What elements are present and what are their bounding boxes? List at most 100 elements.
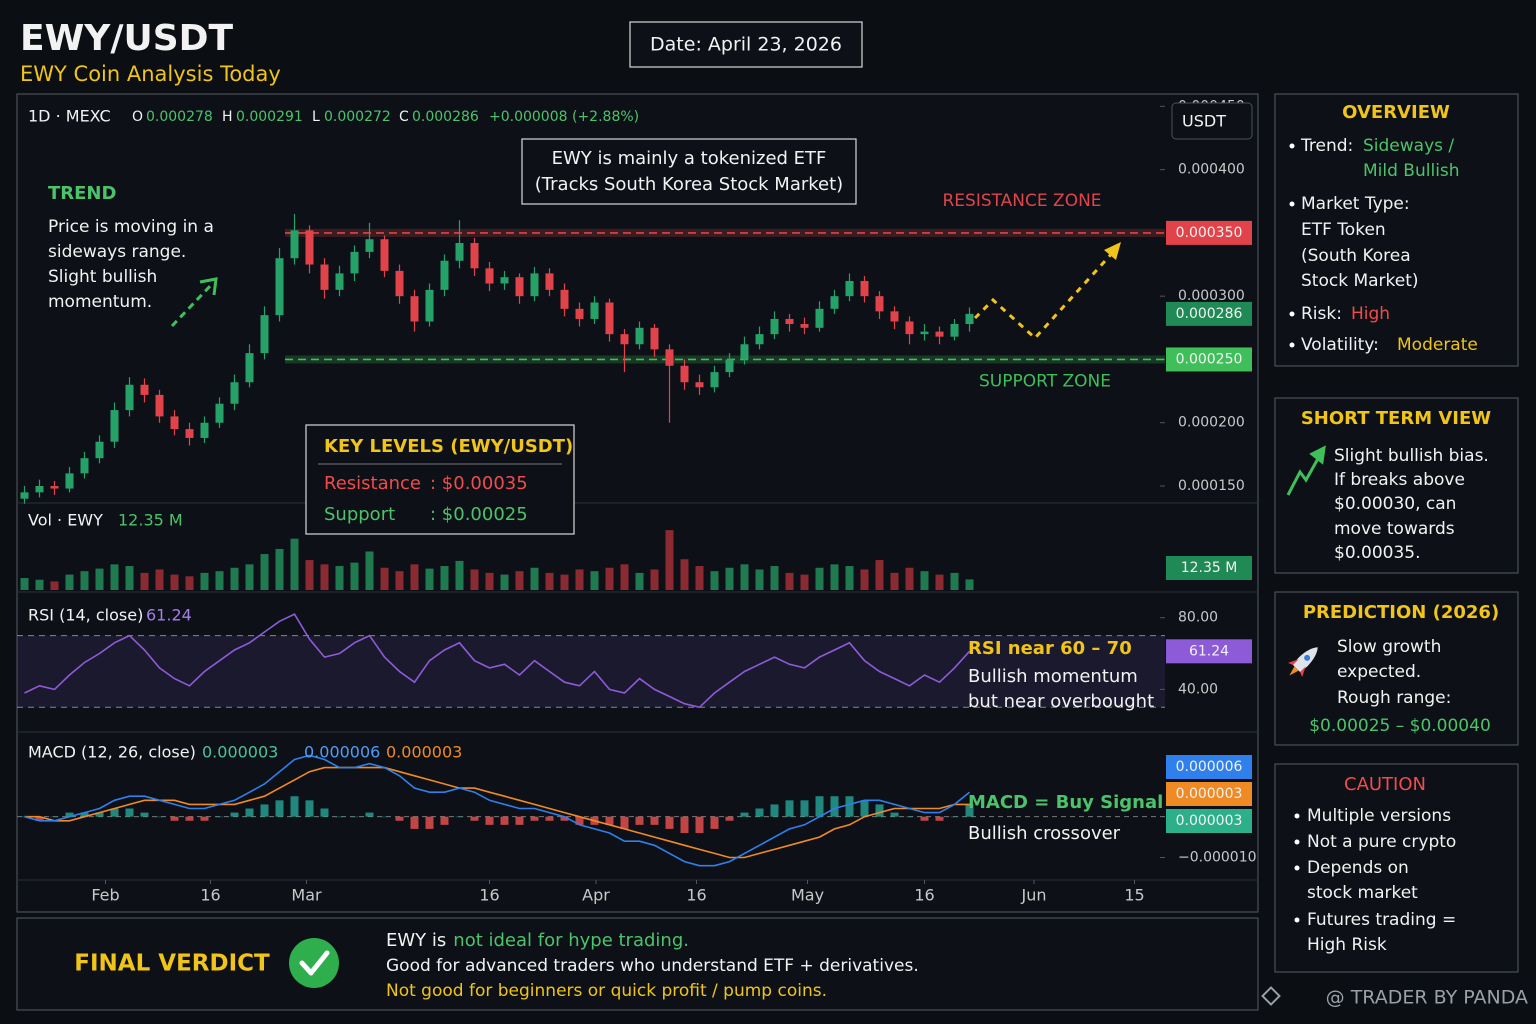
histogram-bar <box>470 816 479 821</box>
volume-bar <box>770 566 779 590</box>
short-term-text: move towards <box>1334 519 1455 539</box>
bullet <box>1294 839 1300 845</box>
histogram-bar <box>485 816 494 825</box>
candle-body <box>425 289 434 322</box>
candle-body <box>950 324 959 337</box>
verdict-box <box>16 917 1259 1011</box>
x-tick-label: Jun <box>1021 886 1047 905</box>
etf-box <box>521 138 857 205</box>
y-tick-label: 80.00 <box>1178 610 1218 626</box>
candle-body <box>965 313 974 325</box>
y-tick-label: 0.000200 <box>1178 415 1245 431</box>
last-price-badge-label: 0.000286 <box>1176 306 1243 322</box>
volume-bar <box>440 566 449 590</box>
check-icon <box>289 938 339 988</box>
overview-label: Market Type: <box>1301 194 1410 214</box>
histogram-bar <box>830 796 839 817</box>
candle-body <box>95 441 104 459</box>
histogram-bar <box>500 816 509 825</box>
volume-bar <box>695 566 704 590</box>
histogram-bar <box>380 816 389 818</box>
y-tick-label: 0.000150 <box>1178 478 1245 494</box>
histogram-bar <box>365 812 374 817</box>
histogram-bar <box>95 812 104 817</box>
candle-body <box>650 327 659 350</box>
overview-value: ETF Token <box>1301 220 1386 240</box>
candle-body <box>695 382 704 388</box>
short-term-text: Slight bullish bias. <box>1334 446 1489 466</box>
volume-bar <box>740 564 749 590</box>
arrow-line <box>1286 454 1322 496</box>
candle-body <box>590 302 599 319</box>
zone-band <box>285 355 1165 364</box>
rsi-line <box>24 613 971 709</box>
rocket-window <box>1304 654 1311 661</box>
volume-bar <box>545 572 554 590</box>
volume-bar <box>110 564 119 590</box>
verdict-text: EWY is <box>386 930 446 951</box>
x-tick-label: 15 <box>1124 886 1144 905</box>
short-term-title: SHORT TERM VIEW <box>1301 408 1491 429</box>
candle-body <box>320 264 329 290</box>
candle-body <box>875 296 884 312</box>
macd-note: MACD = Buy Signal <box>968 792 1163 813</box>
currency[interactable]: USDT <box>1182 112 1226 131</box>
volume-bar <box>260 554 269 590</box>
histogram-bar <box>260 804 269 817</box>
prediction-range: $0.00025 – $0.00040 <box>1309 716 1491 736</box>
volume-badge <box>1166 556 1252 580</box>
overview-label: Risk: <box>1301 304 1342 324</box>
candle-body <box>140 384 149 395</box>
macd-signal-last: 0.000003 <box>386 743 462 762</box>
candle-body <box>845 280 854 297</box>
x-tick-label: 16 <box>686 886 706 905</box>
candle-body <box>260 315 269 354</box>
currency-button[interactable] <box>1171 102 1253 140</box>
overview-value: Sideways / <box>1363 136 1454 156</box>
volume-bar <box>665 530 674 590</box>
panel-separators <box>17 502 1258 881</box>
volume-bar <box>680 559 689 590</box>
histogram-bar <box>545 816 554 821</box>
candle-body <box>455 243 464 261</box>
level-name: Support <box>324 504 395 525</box>
watermark: @ TRADER BY PANDA <box>1326 987 1528 1009</box>
macd-note: Bullish crossover <box>968 823 1121 844</box>
histogram-bar <box>920 816 929 821</box>
candle-body <box>110 410 119 442</box>
x-tick-label: May <box>791 886 824 905</box>
histogram-bar <box>215 816 224 818</box>
macd-line <box>24 754 971 867</box>
histogram-bar <box>770 804 779 817</box>
rsi-note: RSI near 60 – 70 <box>968 638 1132 659</box>
candle-body <box>680 365 689 383</box>
volume-bar <box>500 574 509 590</box>
rsi-badge-label: 61.24 <box>1189 643 1229 659</box>
candle-body <box>470 243 479 269</box>
volume-bar <box>620 564 629 590</box>
volume-bar <box>290 538 299 590</box>
zone-name: SUPPORT ZONE <box>979 371 1111 391</box>
title: EWY/USDT <box>20 18 234 59</box>
candle-body <box>200 422 209 438</box>
volume-badge-label: 12.35 M <box>1181 560 1238 576</box>
zone-name: RESISTANCE ZONE <box>942 191 1101 211</box>
last-price-badge <box>1166 301 1252 326</box>
volume-bar <box>425 568 434 590</box>
candle-body <box>860 280 869 297</box>
level-badge-label: 0.000350 <box>1176 225 1243 241</box>
volume-bar <box>215 571 224 590</box>
verdict-line: Not good for beginners or quick profit /… <box>386 981 827 1001</box>
level-badge-label: 0.000250 <box>1176 351 1243 367</box>
trend-text: momentum. <box>48 292 152 312</box>
rsi-badge <box>1166 639 1252 664</box>
key-levels: KEY LEVELS (EWY/USDT) Resistance : $0.00… <box>305 424 575 535</box>
volume-bar <box>155 569 164 590</box>
candle-body <box>830 296 839 309</box>
trend-text: Slight bullish <box>48 267 157 287</box>
histogram-bar <box>245 808 254 817</box>
volume-bar <box>245 564 254 590</box>
candle-body <box>710 372 719 388</box>
histogram-bar <box>725 816 734 821</box>
key-levels-title: KEY LEVELS (EWY/USDT) <box>324 436 573 457</box>
